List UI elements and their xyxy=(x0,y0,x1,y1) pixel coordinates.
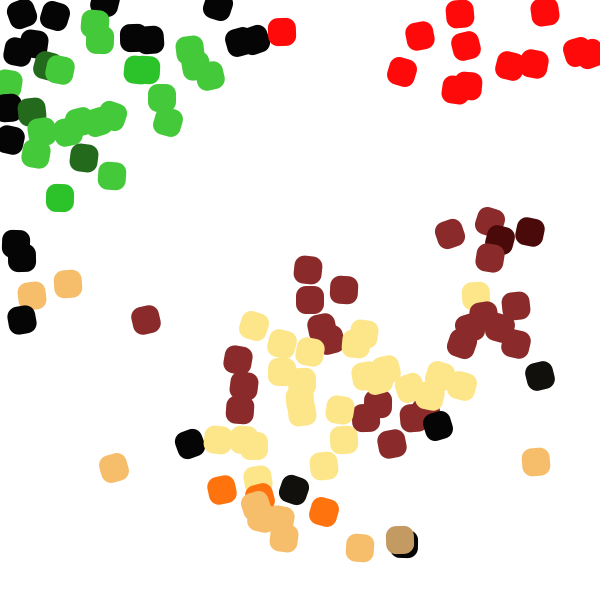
red-cluster-blob xyxy=(445,0,475,29)
orange-cluster-blob xyxy=(99,453,129,483)
maroon-cluster-blob xyxy=(501,329,531,359)
green-cluster-blob xyxy=(90,0,120,17)
yellow-cluster-blob xyxy=(239,311,269,341)
yellow-cluster-blob xyxy=(363,365,393,395)
maroon-cluster-blob xyxy=(434,218,466,250)
yellow-cluster-blob xyxy=(325,395,355,425)
yellow-cluster-blob xyxy=(203,425,233,455)
yellow-cluster-blob xyxy=(309,451,339,481)
green-cluster-blob xyxy=(0,125,25,155)
maroon-cluster-blob xyxy=(475,243,505,273)
red-cluster-blob xyxy=(451,31,481,61)
green-cluster-blob xyxy=(21,139,51,169)
green-cluster-blob xyxy=(85,25,115,55)
green-cluster-blob xyxy=(19,29,49,59)
green-cluster-blob xyxy=(131,55,161,85)
maroon-cluster-blob xyxy=(223,345,253,375)
red-cluster-blob xyxy=(519,49,549,79)
green-cluster-blob xyxy=(96,100,128,132)
maroon-cluster-blob xyxy=(229,371,259,401)
maroon-cluster-blob xyxy=(293,255,323,285)
orange-cluster-blob xyxy=(385,525,415,555)
orange-cluster-blob xyxy=(17,281,47,311)
green-cluster-blob xyxy=(69,143,99,173)
maroon-cluster-blob xyxy=(515,217,545,247)
green-cluster-blob xyxy=(148,84,176,112)
green-cluster-blob xyxy=(135,25,165,55)
orange-cluster-blob xyxy=(53,269,83,299)
orange-cluster-blob xyxy=(309,497,339,527)
yellow-cluster-blob xyxy=(341,329,371,359)
green-cluster-blob xyxy=(45,183,75,213)
yellow-cluster-blob xyxy=(329,425,359,455)
green-cluster-blob xyxy=(153,107,183,137)
red-cluster-blob xyxy=(405,21,435,51)
red-cluster-blob xyxy=(267,17,297,47)
black-cluster-blob xyxy=(7,243,37,273)
green-cluster-blob xyxy=(0,93,23,123)
maroon-cluster-blob xyxy=(225,395,255,425)
green-cluster-blob xyxy=(195,61,225,91)
yellow-cluster-blob xyxy=(447,371,477,401)
orange-cluster-blob xyxy=(345,533,375,563)
maroon-cluster-blob xyxy=(131,305,161,335)
maroon-cluster-blob xyxy=(377,429,407,459)
orange-cluster-blob xyxy=(207,475,237,505)
maroon-cluster-blob xyxy=(329,275,359,305)
yellow-cluster-blob xyxy=(287,397,317,427)
yellow-cluster-blob xyxy=(267,329,297,359)
maroon-cluster-blob xyxy=(501,291,531,321)
yellow-cluster-blob xyxy=(240,432,268,460)
black-cluster-blob xyxy=(525,361,555,391)
black-cluster-blob xyxy=(7,305,37,335)
red-cluster-blob xyxy=(453,71,483,101)
green-cluster-blob xyxy=(239,24,271,56)
red-cluster-blob xyxy=(574,38,600,70)
orange-cluster-blob xyxy=(521,447,551,477)
green-cluster-blob xyxy=(40,1,70,31)
green-cluster-blob xyxy=(97,161,127,191)
green-cluster-blob xyxy=(45,55,75,85)
red-cluster-blob xyxy=(387,57,417,87)
yellow-cluster-blob xyxy=(415,381,445,411)
maroon-cluster-blob xyxy=(446,328,478,360)
maroon-cluster-blob xyxy=(351,403,381,433)
red-cluster-blob xyxy=(530,0,560,27)
black-cluster-blob xyxy=(174,428,206,460)
maroon-cluster-blob xyxy=(296,286,324,314)
green-cluster-blob xyxy=(0,69,23,99)
orange-cluster-blob xyxy=(269,523,299,553)
black-cluster-blob xyxy=(423,411,453,441)
black-cluster-blob xyxy=(278,474,310,506)
green-cluster-blob xyxy=(202,0,234,22)
yellow-cluster-blob xyxy=(295,337,325,367)
green-cluster-blob xyxy=(6,0,38,30)
green-cluster-blob xyxy=(27,117,57,147)
red-cluster-blob xyxy=(495,51,525,81)
